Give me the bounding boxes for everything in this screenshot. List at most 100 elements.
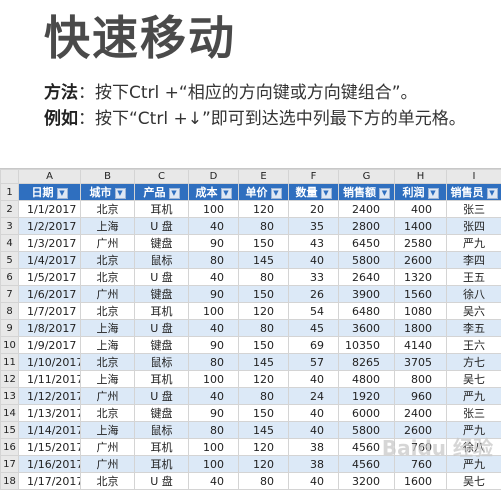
table-cell[interactable]: 北京 [81, 354, 135, 371]
table-cell[interactable]: 耳机 [135, 201, 189, 218]
table-cell[interactable]: 150 [239, 337, 289, 354]
table-cell[interactable]: 6450 [339, 235, 395, 252]
table-cell[interactable]: 3900 [339, 286, 395, 303]
table-cell[interactable]: 广州 [81, 235, 135, 252]
table-cell[interactable]: 38 [289, 439, 339, 456]
table-cell[interactable]: 键盘 [135, 337, 189, 354]
table-cell[interactable]: 35 [289, 218, 339, 235]
row-header[interactable]: 4 [1, 235, 19, 252]
row-header[interactable]: 9 [1, 320, 19, 337]
table-cell[interactable]: 4140 [395, 337, 447, 354]
table-cell[interactable]: 1/7/2017 [19, 303, 81, 320]
table-cell[interactable]: 5800 [339, 252, 395, 269]
table-cell[interactable]: U 盘 [135, 388, 189, 405]
table-cell[interactable]: 1920 [339, 388, 395, 405]
table-cell[interactable]: 8265 [339, 354, 395, 371]
table-cell[interactable]: 耳机 [135, 371, 189, 388]
table-cell[interactable]: 北京 [81, 405, 135, 422]
table-cell[interactable]: 北京 [81, 473, 135, 490]
table-cell[interactable]: 24 [289, 388, 339, 405]
table-cell[interactable]: 145 [239, 252, 289, 269]
table-cell[interactable]: 1/16/2017 [19, 456, 81, 473]
table-cell[interactable]: U 盘 [135, 269, 189, 286]
table-cell[interactable]: 80 [239, 473, 289, 490]
column-header-a[interactable]: A [19, 170, 81, 184]
table-cell[interactable]: 40 [289, 422, 339, 439]
table-cell[interactable]: 150 [239, 235, 289, 252]
table-cell[interactable]: 吴六 [447, 303, 501, 320]
table-cell[interactable]: 2640 [339, 269, 395, 286]
table-cell[interactable]: 120 [239, 456, 289, 473]
row-header[interactable]: 11 [1, 354, 19, 371]
table-cell[interactable]: 1400 [395, 218, 447, 235]
table-cell[interactable]: 40 [189, 269, 239, 286]
table-cell[interactable]: 1/11/2017 [19, 371, 81, 388]
column-header-f[interactable]: F [289, 170, 339, 184]
table-cell[interactable]: 键盘 [135, 286, 189, 303]
table-cell[interactable]: 100 [189, 303, 239, 320]
column-header-h[interactable]: H [395, 170, 447, 184]
table-cell[interactable]: 2400 [339, 201, 395, 218]
table-cell[interactable]: 1080 [395, 303, 447, 320]
table-cell[interactable]: 李五 [447, 320, 501, 337]
table-cell[interactable]: 王六 [447, 337, 501, 354]
table-cell[interactable]: U 盘 [135, 473, 189, 490]
table-cell[interactable]: 李四 [447, 252, 501, 269]
table-cell[interactable]: 3200 [339, 473, 395, 490]
row-header[interactable]: 7 [1, 286, 19, 303]
table-header-cell[interactable]: 产品▼ [135, 184, 189, 201]
table-cell[interactable]: 40 [289, 252, 339, 269]
table-cell[interactable]: 100 [189, 371, 239, 388]
select-all-corner[interactable] [1, 170, 19, 184]
table-cell[interactable]: 2400 [395, 405, 447, 422]
table-cell[interactable]: 3600 [339, 320, 395, 337]
table-cell[interactable]: 45 [289, 320, 339, 337]
table-cell[interactable]: 80 [239, 269, 289, 286]
row-header[interactable]: 1 [1, 184, 19, 201]
table-cell[interactable]: 徐八 [447, 286, 501, 303]
table-cell[interactable]: 鼠标 [135, 422, 189, 439]
table-cell[interactable]: 上海 [81, 422, 135, 439]
table-cell[interactable]: 1/9/2017 [19, 337, 81, 354]
table-header-cell[interactable]: 单价▼ [239, 184, 289, 201]
filter-dropdown-icon[interactable]: ▼ [428, 188, 439, 199]
table-cell[interactable]: 键盘 [135, 405, 189, 422]
row-header[interactable]: 10 [1, 337, 19, 354]
table-cell[interactable]: 北京 [81, 201, 135, 218]
filter-dropdown-icon[interactable]: ▼ [487, 188, 498, 199]
table-cell[interactable]: 严九 [447, 235, 501, 252]
table-cell[interactable]: 400 [395, 201, 447, 218]
column-header-g[interactable]: G [339, 170, 395, 184]
table-cell[interactable]: 145 [239, 354, 289, 371]
table-cell[interactable]: 57 [289, 354, 339, 371]
table-cell[interactable]: 广州 [81, 456, 135, 473]
table-cell[interactable]: 3705 [395, 354, 447, 371]
table-cell[interactable]: 6000 [339, 405, 395, 422]
table-cell[interactable]: 吴七 [447, 371, 501, 388]
table-cell[interactable]: 1320 [395, 269, 447, 286]
table-cell[interactable]: 键盘 [135, 235, 189, 252]
table-cell[interactable]: 120 [239, 201, 289, 218]
table-cell[interactable]: U 盘 [135, 218, 189, 235]
row-header[interactable]: 16 [1, 439, 19, 456]
table-cell[interactable]: 北京 [81, 303, 135, 320]
table-cell[interactable]: 耳机 [135, 439, 189, 456]
table-cell[interactable]: 上海 [81, 337, 135, 354]
row-header[interactable]: 17 [1, 456, 19, 473]
row-header[interactable]: 15 [1, 422, 19, 439]
table-cell[interactable]: 严九 [447, 388, 501, 405]
filter-dropdown-icon[interactable]: ▼ [115, 188, 126, 199]
table-cell[interactable]: 北京 [81, 269, 135, 286]
filter-dropdown-icon[interactable]: ▼ [379, 188, 390, 199]
table-header-cell[interactable]: 成本▼ [189, 184, 239, 201]
row-header[interactable]: 13 [1, 388, 19, 405]
table-header-cell[interactable]: 销售额▼ [339, 184, 395, 201]
table-cell[interactable]: 80 [189, 422, 239, 439]
table-cell[interactable]: 100 [189, 439, 239, 456]
table-cell[interactable]: 2600 [395, 252, 447, 269]
table-cell[interactable]: 1/5/2017 [19, 269, 81, 286]
table-cell[interactable]: 1560 [395, 286, 447, 303]
table-cell[interactable]: 广州 [81, 439, 135, 456]
column-header-e[interactable]: E [239, 170, 289, 184]
table-cell[interactable]: 40 [289, 405, 339, 422]
